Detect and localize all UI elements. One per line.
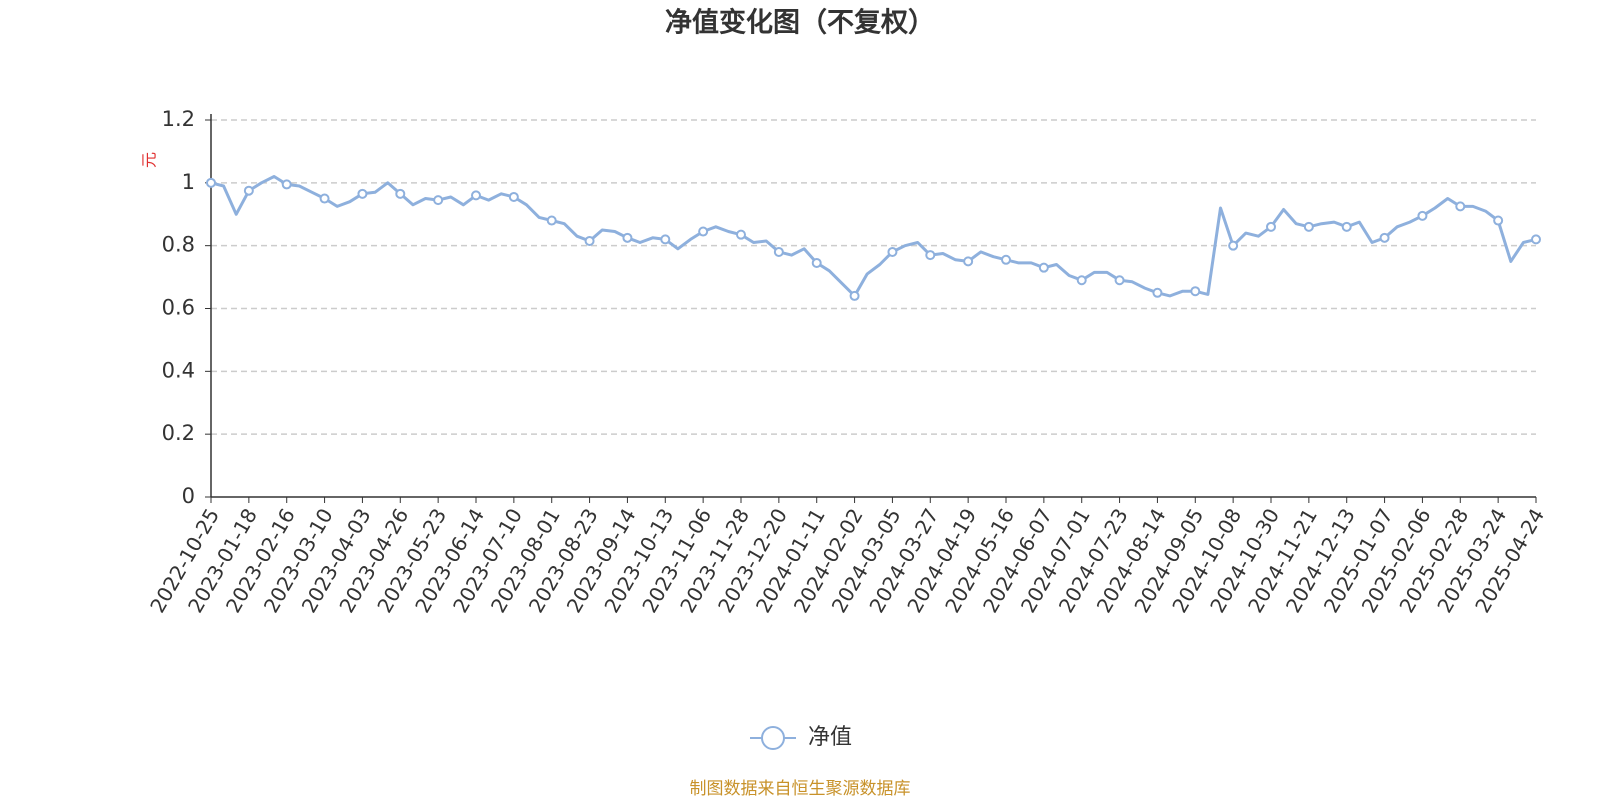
- point-marker: [698, 226, 709, 237]
- point-marker: [471, 190, 481, 201]
- legend-label: 净值: [808, 725, 852, 750]
- point-marker: [1190, 286, 1201, 297]
- point-marker: [395, 188, 406, 199]
- footer: 制图数据来自恒生聚源数据库: [690, 779, 911, 799]
- point-marker: [357, 188, 368, 199]
- point-marker: [433, 195, 444, 206]
- point-marker: [1076, 275, 1087, 286]
- point-marker: [281, 179, 292, 190]
- point-marker: [1455, 201, 1466, 212]
- y-tick-label: 0.2: [162, 421, 195, 445]
- point-marker: [1493, 215, 1504, 226]
- y-tick-label: 1: [182, 170, 195, 194]
- point-marker: [963, 256, 974, 267]
- point-marker: [1152, 287, 1163, 298]
- line: [210, 175, 1537, 298]
- point-marker: [1341, 221, 1352, 232]
- y-tick-label: 0.4: [162, 358, 195, 382]
- point-marker: [206, 177, 216, 188]
- point-marker: [849, 290, 860, 301]
- point-marker: [243, 185, 254, 196]
- legend-symbol: [761, 726, 785, 750]
- point-marker: [1228, 240, 1239, 251]
- point-marker: [1001, 254, 1011, 265]
- point-marker: [660, 234, 671, 245]
- point-marker: [887, 246, 898, 257]
- point-marker: [546, 215, 557, 226]
- point-marker: [1379, 232, 1390, 243]
- point-marker: [1303, 221, 1314, 232]
- point-marker: [736, 229, 746, 240]
- point-marker: [1417, 210, 1428, 221]
- point-marker: [622, 232, 633, 243]
- y-tick-label: 1.2: [162, 107, 195, 131]
- point-marker: [811, 257, 822, 268]
- y-tick-label: 0.8: [162, 233, 195, 257]
- point-marker: [1114, 275, 1125, 286]
- point-marker: [1531, 234, 1541, 245]
- point-marker: [319, 193, 330, 204]
- point-marker: [773, 246, 784, 257]
- point-marker: [508, 191, 519, 202]
- chart-title: 净值变化图（不复权）: [665, 7, 935, 39]
- point-marker: [584, 235, 595, 246]
- y-tick-label: 0: [182, 484, 195, 508]
- y-tick-label: 0.6: [162, 296, 195, 320]
- point-marker: [1038, 262, 1049, 273]
- point-marker: [1266, 221, 1276, 232]
- point-marker: [925, 250, 936, 261]
- y-axis-label: 元: [140, 152, 159, 168]
